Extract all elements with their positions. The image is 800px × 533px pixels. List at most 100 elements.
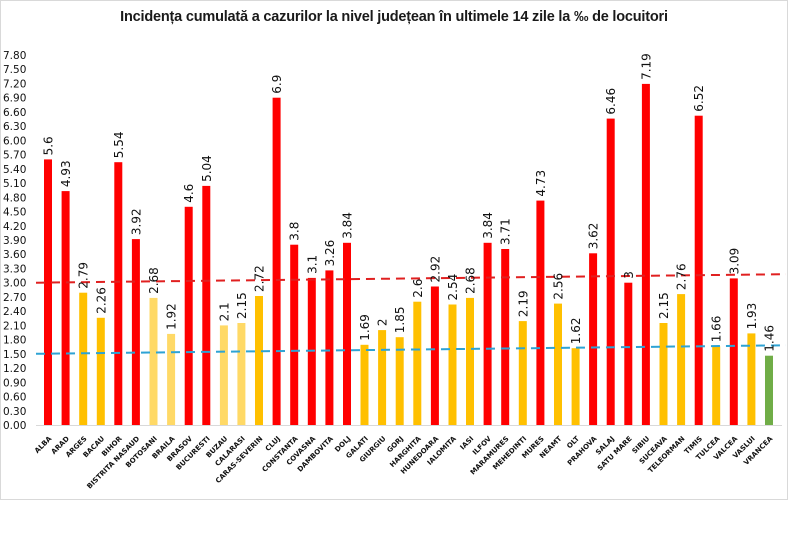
bar-olt (571, 348, 580, 425)
bar-maramures (501, 249, 510, 425)
y-tick-label: 6.00 (3, 135, 26, 147)
value-label: 4.6 (182, 184, 196, 203)
bar-mehedinti (518, 321, 527, 425)
bar-braila (167, 333, 176, 425)
value-label: 2.1 (217, 302, 231, 321)
reference-line-threshold-1.5 (35, 344, 787, 355)
bar-constanta (290, 244, 299, 425)
y-tick-label: 3.30 (3, 263, 26, 275)
value-label: 3.09 (727, 248, 741, 275)
bar-satu-mare (624, 282, 633, 425)
value-label: 3 (622, 271, 636, 279)
value-label: 5.54 (112, 131, 126, 158)
bar-teleorman (677, 294, 686, 425)
bar-botosani (149, 297, 158, 425)
bar-arges (79, 292, 88, 425)
bar-tulcea (712, 346, 721, 425)
reference-line-threshold-3 (35, 273, 787, 284)
value-label: 3.62 (587, 223, 601, 250)
value-label: 3.8 (288, 222, 302, 241)
y-tick-label: 1.50 (3, 349, 26, 361)
value-label: 1.46 (763, 325, 777, 352)
reference-lines (35, 273, 787, 355)
bar-valcea (729, 278, 738, 425)
value-labels: 5.64.93 2.792.26 5.54 3.92 2.68 1.92 4.6 5.04 2.… (42, 53, 777, 352)
bar-salaj (606, 118, 615, 425)
y-tick-label: 2.70 (3, 292, 26, 304)
y-tick-label: 1.80 (3, 335, 26, 347)
value-label: 5.04 (200, 155, 214, 182)
y-tick-label: 7.20 (3, 78, 26, 90)
value-label: 2.6 (411, 279, 425, 298)
value-label: 2.68 (464, 267, 478, 294)
value-label: 2.92 (428, 256, 442, 283)
value-label: 2.79 (77, 262, 91, 289)
y-tick-label: 4.20 (3, 221, 26, 233)
chart-frame (0, 0, 788, 500)
value-label: 4.93 (59, 160, 73, 187)
value-label: 1.93 (745, 303, 759, 330)
value-label: 1.62 (569, 317, 583, 344)
y-tick-label: 5.40 (3, 164, 26, 176)
y-tick-label: 3.00 (3, 278, 26, 290)
bar-arad (61, 191, 70, 425)
bar-dambovita (325, 270, 334, 425)
bar-ilfov (483, 242, 492, 425)
y-tick-label: 6.90 (3, 93, 26, 105)
bar-harghita (413, 301, 422, 425)
y-tick-label: 0.00 (3, 420, 26, 432)
y-tick-label: 2.10 (3, 320, 26, 332)
bar-hunedoara (430, 286, 439, 425)
bar-bistrita-nasaud (131, 239, 140, 425)
y-axis: 0.00 0.30 0.60 0.90 1.20 1.50 1.80 2.10 2.40 2.70… (3, 50, 782, 432)
value-label: 2.56 (552, 273, 566, 300)
bar-timis (694, 115, 703, 425)
value-label: 5.6 (42, 136, 56, 155)
bar-galati (360, 344, 369, 425)
y-tick-label: 7.80 (3, 50, 26, 62)
bar-neamt (554, 303, 562, 425)
value-label: 2 (376, 318, 390, 326)
value-label: 2.76 (675, 263, 689, 290)
bar-vrancea (765, 355, 773, 425)
bar-gorj (395, 337, 404, 425)
value-label: 7.19 (639, 53, 653, 80)
value-label: 3.92 (129, 208, 143, 235)
bars (44, 83, 773, 426)
value-label: 2.26 (94, 287, 108, 314)
bar-alba (44, 159, 52, 425)
bar-cluj (272, 97, 281, 425)
y-tick-label: 1.20 (3, 363, 26, 375)
y-tick-label: 4.50 (3, 207, 26, 219)
y-tick-label: 3.90 (3, 235, 26, 247)
bar-caras-severin (255, 296, 263, 425)
bar-bacau (96, 317, 105, 425)
bar-mures (536, 200, 545, 425)
bar-brasov (184, 206, 193, 425)
value-label: 3.84 (341, 212, 355, 239)
y-tick-label: 0.60 (3, 392, 26, 404)
y-tick-label: 7.50 (3, 64, 26, 76)
value-label: 6.52 (692, 85, 706, 112)
value-label: 6.46 (604, 88, 618, 115)
bar-calarasi (237, 323, 246, 425)
value-label: 2.15 (235, 292, 249, 319)
y-tick-label: 2.40 (3, 306, 26, 318)
y-tick-label: 0.30 (3, 406, 26, 418)
bar-giurgiu (378, 330, 387, 425)
value-label: 3.1 (305, 255, 319, 274)
y-tick-label: 5.10 (3, 178, 26, 190)
bar-suceava (659, 323, 668, 425)
y-tick-label: 6.30 (3, 121, 26, 133)
value-label: 4.73 (534, 170, 548, 197)
value-label: 2.72 (253, 265, 267, 292)
y-tick-label: 3.60 (3, 249, 26, 261)
bar-iasi (466, 297, 474, 425)
value-label: 3.71 (499, 218, 513, 245)
value-label: 1.69 (358, 314, 372, 341)
bar-sibiu (641, 83, 650, 426)
bar-ialomita (448, 304, 457, 425)
value-label: 2.68 (147, 267, 161, 294)
